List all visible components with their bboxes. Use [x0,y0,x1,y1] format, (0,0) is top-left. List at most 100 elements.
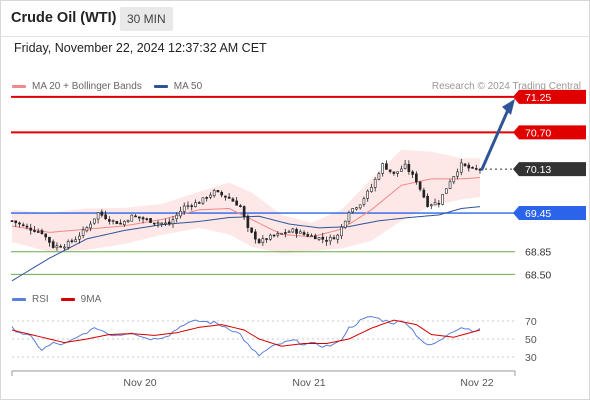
candle [328,234,332,246]
candle [452,175,456,185]
candle-up [373,178,377,188]
level-label-71.25: 71.25 [525,92,551,104]
candle [33,226,36,233]
level-label-70.70: 70.70 [525,127,551,139]
candle [104,210,107,220]
time-axis: Nov 20 Nov 21 Nov 22 [11,370,516,389]
candle [227,193,231,199]
candle [422,187,426,199]
header-divider [0,36,590,37]
candle [48,236,51,247]
candle [426,193,429,208]
candle [355,206,358,211]
candle-down [283,232,287,234]
candle-down [235,200,238,206]
candle-up [85,227,89,232]
candle [100,209,104,218]
candle-down [418,181,422,190]
timeframe-button[interactable]: 30 MIN [120,7,173,31]
candle-down [137,216,141,219]
candle-down [25,225,29,228]
candle-up [179,210,182,217]
candle-down [197,202,201,204]
candle-up [291,228,295,233]
candle-up [430,204,433,207]
candle [235,197,238,206]
candle [89,220,92,232]
candle-down [467,164,471,169]
candle-down [392,171,396,174]
candle [93,218,96,225]
candle [44,233,48,241]
candle-down [295,228,298,234]
candle-up [171,219,175,225]
candle-down [239,205,242,207]
candle-down [216,190,220,193]
candle [441,194,444,206]
candle-up [370,187,373,192]
candle-up [355,207,358,210]
candle [265,237,268,243]
candle-down [224,195,227,198]
candle [21,222,25,227]
candle [254,229,257,244]
candle-down [463,163,467,166]
price-legend: MA 20 + Bollinger Bands MA 50 [12,81,214,92]
candle [216,189,220,193]
level-label-68.50: 68.50 [525,269,551,281]
forecast-line [480,108,510,171]
candle [182,202,186,215]
candle-up [276,233,280,236]
candle [373,177,377,192]
candle [130,214,134,222]
candle-down [426,195,429,207]
candle [96,212,100,224]
rsi-9ma-line [11,319,481,347]
candle-up [340,226,343,237]
candle-down [59,245,62,248]
candle [145,217,149,221]
rsi-tick-label: 50 [525,334,537,346]
candle-up [328,236,332,242]
candle-down [242,206,246,218]
candle [287,229,291,234]
candle [381,162,384,177]
candle [411,170,414,178]
candle [36,228,40,233]
candle-down [254,231,257,240]
candle-up [201,197,205,204]
candle-up [298,231,302,234]
legend-9ma-label: 9MA [80,294,102,305]
candle [325,236,328,246]
candle [164,218,167,226]
candle [321,232,325,244]
timestamp: Friday, November 22, 2024 12:37:32 AM CE… [14,41,267,55]
candle [179,206,182,219]
candle [197,201,201,204]
candle-up [317,237,321,240]
candle-down [33,230,36,232]
candle-up [287,231,291,234]
candle [85,226,89,233]
candle [70,238,74,244]
rsi-tick-label: 70 [525,316,537,328]
candle-down [14,220,18,224]
candle-down [18,222,21,225]
forecast-arrowhead [502,98,515,115]
level-label-69.45: 69.45 [525,208,551,220]
candle [156,220,160,228]
candle-up [261,238,265,244]
candle-down [302,232,306,235]
level-tag-70.13 [513,162,586,177]
candle [332,234,336,240]
9ma-swatch [60,298,75,301]
candle-down [70,240,74,243]
candle [51,239,55,249]
candle [280,232,283,235]
candle [385,160,388,170]
rsi-swatch [12,298,26,301]
candle [137,216,141,222]
candle-down [246,215,250,228]
candle-up [310,235,313,238]
